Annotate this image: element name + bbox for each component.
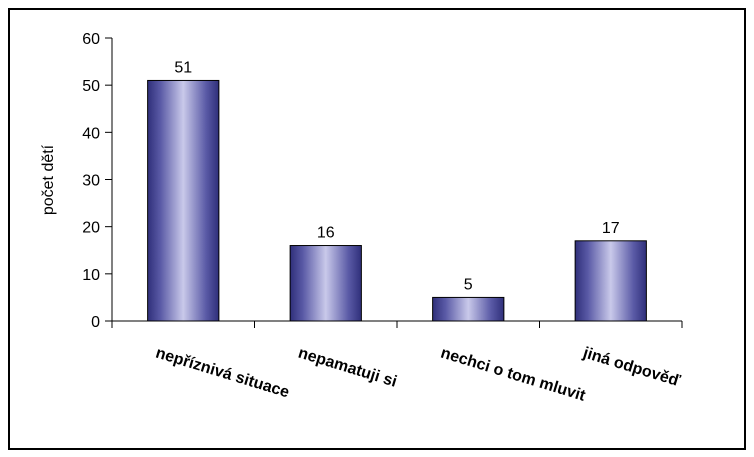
y-tick-label: 10 (82, 267, 100, 284)
bar (432, 296, 505, 322)
data-labels: 51 16 5 17 (174, 59, 619, 293)
bar-value-label: 17 (602, 220, 620, 237)
y-tick-label: 0 (91, 314, 100, 331)
y-tick-label: 50 (82, 78, 100, 95)
y-tick-label: 20 (82, 220, 100, 237)
bar-value-label: 51 (174, 59, 192, 76)
y-tick-label: 40 (82, 125, 100, 142)
bar (147, 79, 220, 322)
y-axis-title: počet dětí (40, 144, 57, 215)
y-axis: 0 10 20 30 40 50 60 (82, 31, 113, 331)
chart-border (8, 8, 746, 450)
bars (147, 79, 647, 322)
bar (574, 240, 647, 322)
bar (289, 245, 362, 322)
bar-value-label: 5 (464, 276, 473, 293)
y-tick-label: 30 (82, 173, 100, 190)
bar-value-label: 16 (317, 225, 335, 242)
y-tick-label: 60 (82, 31, 100, 48)
